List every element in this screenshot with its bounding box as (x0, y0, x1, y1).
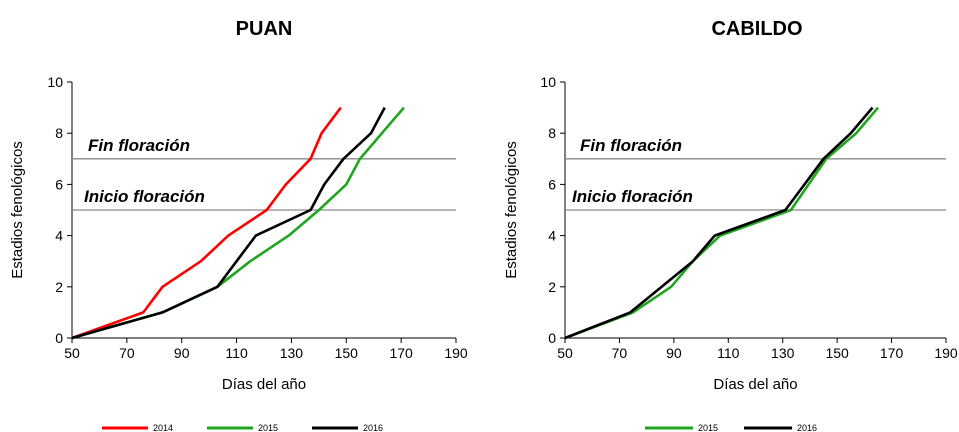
chart2-y-tick-label: 8 (548, 125, 556, 141)
chart2-x-tick-label: 90 (666, 345, 682, 361)
chart1-x-tick-label: 130 (280, 345, 304, 361)
chart2-series-line-2016 (564, 106, 874, 340)
chart1-x-axis-label: Días del año (222, 376, 306, 393)
chart2-y-tick-label: 0 (548, 330, 556, 346)
chart1-series-line-2014 (71, 106, 342, 340)
chart2-y-tick-label: 10 (540, 74, 556, 90)
chart1-x-tick-label: 190 (444, 345, 468, 361)
chart2-title: CABILDO (711, 18, 802, 40)
chart2-x-tick-label: 70 (612, 345, 628, 361)
chart2-x-tick-label: 190 (934, 345, 958, 361)
chart2-y-tick-label: 4 (548, 228, 556, 244)
chart1-y-tick-label: 8 (55, 125, 63, 141)
chart1-annotation: Fin floración (88, 136, 190, 155)
chart2-x-tick-label: 110 (717, 345, 740, 361)
chart2-legend-label-2016: 2016 (797, 423, 817, 432)
chart2-x-tick-label: 170 (880, 345, 904, 361)
chart1-y-tick-label: 2 (55, 279, 63, 295)
chart2-series-line-2015 (564, 106, 879, 340)
chart2-y-tick-label: 2 (548, 279, 556, 295)
chart1-x-tick-label: 110 (225, 345, 248, 361)
chart1-legend-label-2015: 2015 (258, 423, 278, 432)
chart2-y-axis-label: Estadios fenológicos (503, 141, 520, 279)
chart1-x-tick-label: 90 (174, 345, 190, 361)
chart2-x-tick-label: 50 (557, 345, 573, 361)
chart1-x-tick-label: 50 (64, 345, 80, 361)
chart1-x-tick-label: 150 (335, 345, 359, 361)
chart1-legend-label-2014: 2014 (153, 423, 173, 432)
chart1-x-tick-label: 70 (119, 345, 135, 361)
chart2-annotation: Fin floración (580, 136, 682, 155)
chart1-annotation: Inicio floración (84, 187, 205, 206)
chart2-annotation: Inicio floración (572, 187, 693, 206)
chart2-x-axis-label: Días del año (713, 376, 797, 393)
chart1-title: PUAN (236, 18, 293, 40)
chart1-y-tick-label: 4 (55, 228, 63, 244)
chart2-x-tick-label: 130 (771, 345, 795, 361)
chart1-y-tick-label: 10 (47, 74, 63, 90)
chart1-y-tick-label: 0 (55, 330, 63, 346)
chart1-series-line-2016 (71, 106, 386, 340)
chart1-y-axis-label: Estadios fenológicos (9, 141, 26, 279)
chart1-x-tick-label: 170 (389, 345, 413, 361)
chart1-legend-label-2016: 2016 (363, 423, 383, 432)
chart2-y-tick-label: 6 (548, 176, 556, 192)
chart1-y-tick-label: 6 (55, 176, 63, 192)
chart2-legend-label-2015: 2015 (698, 423, 718, 432)
chart2-x-tick-label: 150 (825, 345, 849, 361)
